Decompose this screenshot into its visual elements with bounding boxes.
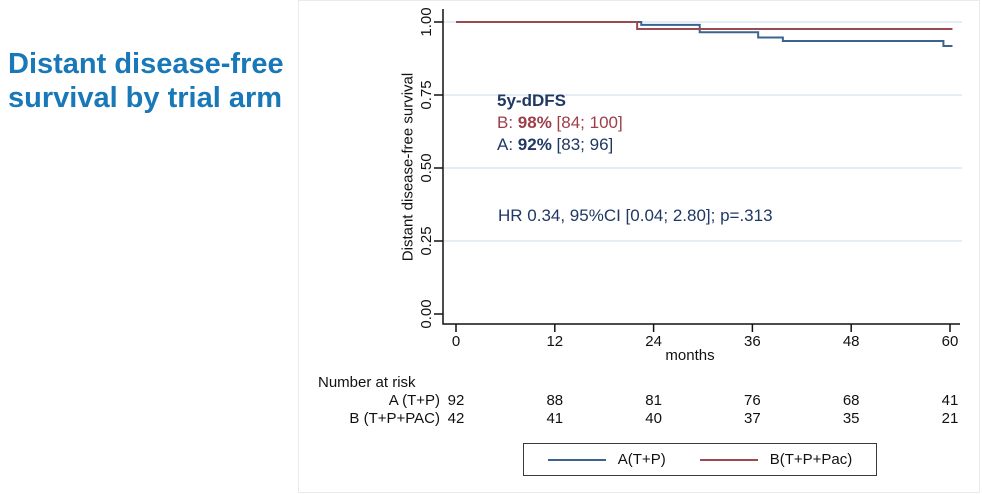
number-at-risk-header: Number at risk	[318, 374, 416, 391]
arm-b-prefix: B:	[497, 113, 518, 132]
risk-count: 68	[842, 392, 860, 409]
title-line-1: Distant disease-free	[8, 48, 284, 80]
legend-label-b: B(T+P+Pac)	[769, 451, 853, 468]
risk-count: 37	[744, 410, 761, 427]
risk-count: 21	[941, 410, 959, 427]
x-tick-label: 36	[744, 333, 761, 350]
y-tick-label: 0.00	[418, 299, 435, 328]
x-axis-label: months	[665, 347, 715, 364]
x-tick-label: 0	[452, 333, 460, 350]
arm-b-value: 98%	[517, 113, 552, 132]
risk-count: 81	[645, 392, 662, 409]
x-tick-label: 48	[843, 333, 860, 350]
x-tick-label: 60	[942, 333, 959, 350]
arm-a-value: 92%	[517, 135, 552, 154]
annotation-arm-b: B: 98% [84; 100]	[497, 112, 623, 134]
risk-count: 35	[842, 410, 860, 427]
x-tick-label: 24	[645, 333, 662, 350]
risk-count: 41	[546, 410, 564, 427]
risk-count: 92	[447, 392, 465, 409]
y-tick-label: 0.25	[418, 226, 435, 255]
title-line-2: survival by trial arm	[8, 82, 283, 114]
legend-line-sample-b	[699, 458, 758, 461]
arm-a-ci: [83; 96]	[551, 135, 614, 154]
risk-row-label: B (T+P+PAC)	[349, 410, 440, 427]
legend-label-a: A(T+P)	[617, 451, 666, 468]
arm-b-ci: [84; 100]	[551, 113, 623, 132]
hazard-ratio-annotation: HR 0.34, 95%CI [0.04; 2.80]; p=.313	[498, 206, 773, 225]
risk-row-label: A (T+P)	[388, 392, 440, 409]
axes	[442, 9, 960, 325]
risk-count: 42	[447, 410, 465, 427]
y-axis-label: Distant disease-free survival	[399, 72, 417, 262]
y-tick-label: 0.75	[418, 80, 435, 109]
risk-count: 76	[744, 392, 761, 409]
km-curve-b	[456, 21, 953, 31]
annotation-heading: 5y-dDFS	[497, 91, 566, 110]
five-year-ddfs-annotation: 5y-dDFS B: 98% [84; 100] A: 92% [83; 96]	[497, 90, 623, 156]
y-tick-label: 1.00	[418, 7, 435, 36]
annotation-arm-a: A: 92% [83; 96]	[497, 134, 623, 156]
risk-count: 40	[645, 410, 662, 427]
x-tick-label: 12	[546, 333, 563, 350]
chart-legend: A(T+P) B(T+P+Pac)	[523, 443, 877, 476]
km-curve-a	[456, 21, 953, 47]
risk-count: 88	[546, 392, 564, 409]
risk-count: 41	[941, 392, 959, 409]
legend-line-sample-a	[547, 458, 606, 461]
y-tick-label: 0.50	[418, 153, 435, 182]
page-title: Distant disease-free survival by trial a…	[8, 47, 284, 115]
arm-a-prefix: A:	[497, 135, 518, 154]
